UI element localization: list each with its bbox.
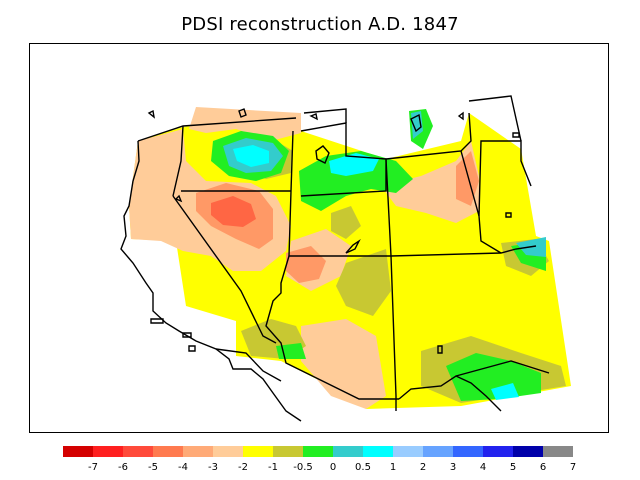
lake-nm [437, 345, 443, 354]
color-legend: -7 -6 -5 -4 -3 -2 -1 -0.5 0 0.5 1 2 3 4 5 6 7 [63, 446, 583, 476]
legend-swatch-1 [93, 446, 123, 457]
lake-oahe [410, 113, 422, 133]
pdsi-field-tan-north [189, 107, 301, 141]
legend-label-12: 3 [450, 462, 456, 473]
legend-label-9: 0.5 [355, 462, 371, 473]
legend-swatch-6 [243, 446, 273, 457]
island-sd [457, 111, 464, 121]
legend-label-15: 6 [540, 462, 546, 473]
legend-swatch-11 [393, 446, 423, 457]
legend-label-2: -5 [148, 462, 158, 473]
pdsi-field-olive-ut [331, 206, 361, 239]
border-mexico [215, 348, 282, 382]
coastline [120, 140, 302, 422]
pdsi-field-red-nv [211, 196, 256, 227]
legend-swatch-9 [333, 446, 363, 457]
legend-swatch-10 [363, 446, 393, 457]
legend-swatch-5 [213, 446, 243, 457]
legend-swatch-2 [123, 446, 153, 457]
map-title: PDSI reconstruction A.D. 1847 [181, 14, 459, 35]
legend-label-1: -6 [118, 462, 128, 473]
legend-label-16: 7 [570, 462, 576, 473]
legend-swatch-12 [423, 446, 453, 457]
legend-label-3: -4 [178, 462, 188, 473]
island-nd-2 [309, 113, 318, 121]
border-sd-ne [460, 150, 502, 254]
border-nm-tx [390, 245, 537, 257]
pdsi-field-green-nm [446, 353, 541, 401]
lake-ks [505, 212, 512, 218]
channel-island-1 [150, 318, 164, 324]
legend-label-7: -0.5 [293, 462, 313, 473]
border-nd [303, 108, 347, 123]
border-mn [468, 95, 522, 142]
legend-swatch-3 [153, 446, 183, 457]
pdsi-field-olive-co [336, 249, 391, 316]
legend-swatch-15 [513, 446, 543, 457]
legend-swatch-7 [273, 446, 303, 457]
pdsi-field-salmon-ut [286, 246, 326, 283]
map-panel [29, 43, 609, 433]
legend-swatch-13 [453, 446, 483, 457]
legend-label-10: 1 [390, 462, 396, 473]
legend-swatch-16 [543, 446, 573, 457]
legend-bar: -7 -6 -5 -4 -3 -2 -1 -0.5 0 0.5 1 2 3 4 5 6 7 [63, 446, 576, 473]
legend-swatch-8 [303, 446, 333, 457]
border-id-mt [172, 125, 184, 197]
legend-label-6: -1 [268, 462, 278, 473]
legend-label-8: 0 [330, 462, 336, 473]
legend-label-5: -2 [238, 462, 248, 473]
legend-label-14: 5 [510, 462, 516, 473]
island-nd-1 [147, 109, 155, 119]
pdsi-field-cyan-wy [329, 153, 379, 176]
legend-label-0: -7 [88, 462, 98, 473]
legend-swatch-14 [483, 446, 513, 457]
legend-label-4: -3 [208, 462, 218, 473]
pdsi-field-salmon-wy [456, 151, 479, 206]
legend-label-11: 2 [420, 462, 426, 473]
great-salt-lake [345, 238, 361, 254]
lake-tahoe [174, 194, 183, 203]
border-id-wy [288, 130, 294, 257]
pdsi-field-green-wy [299, 151, 413, 211]
legend-label-13: 4 [480, 462, 486, 473]
pdsi-field-tan-northeast [381, 141, 479, 223]
border-ca-nv [172, 195, 277, 344]
pdsi-field-tan-south [301, 319, 386, 409]
channel-island-3 [188, 345, 196, 352]
lake-mn [512, 132, 520, 138]
legend-swatch-0 [63, 446, 93, 457]
yellowstone-lake [315, 145, 330, 164]
pdsi-map [120, 95, 571, 422]
channel-island-2 [182, 332, 192, 338]
border-mt [300, 122, 387, 160]
legend-swatch-4 [183, 446, 213, 457]
border-nm-ok [455, 360, 550, 377]
flathead-lake [238, 108, 247, 118]
border-wy-sd [385, 112, 472, 160]
pdsi-field-cyan-id [233, 145, 269, 167]
pdsi-field-cyan-nm [491, 383, 519, 400]
border-ut-az [265, 255, 399, 400]
